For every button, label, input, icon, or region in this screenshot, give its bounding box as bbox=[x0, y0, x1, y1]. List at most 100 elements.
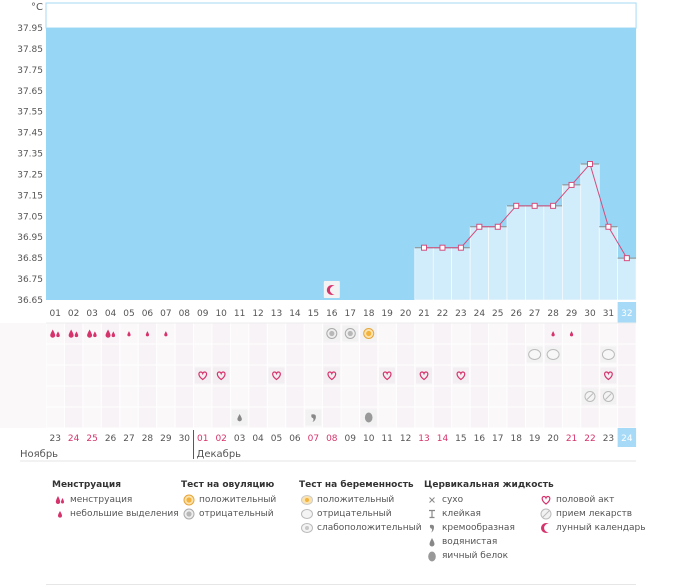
grid-cell bbox=[562, 365, 581, 386]
grid-cell bbox=[64, 365, 83, 386]
grid-cell bbox=[46, 344, 64, 365]
grid-cell bbox=[378, 344, 396, 365]
intercourse-cell bbox=[452, 367, 469, 384]
temperature-point bbox=[421, 244, 428, 251]
legend-item-medication: прием лекарств bbox=[538, 507, 646, 521]
grid-cell bbox=[83, 407, 101, 428]
y-axis-unit: °C bbox=[31, 2, 43, 13]
heart-icon bbox=[198, 371, 208, 381]
cycle-day-label: 22 bbox=[437, 309, 448, 319]
grid-cell bbox=[489, 407, 507, 428]
legend-menstruation: Менструация менструация небольшие выделе… bbox=[52, 478, 179, 521]
temperature-bar bbox=[488, 226, 508, 301]
grid-cell bbox=[323, 386, 341, 407]
legend-item-egg-white: яичный белок bbox=[424, 549, 554, 563]
grid-cell bbox=[46, 365, 64, 386]
pregnancy-negative-icon bbox=[528, 349, 542, 360]
menstruation-icon bbox=[74, 331, 79, 338]
grid-cell bbox=[101, 344, 120, 365]
y-tick-label: 36.85 bbox=[17, 254, 43, 264]
temperature-line bbox=[424, 162, 628, 259]
temperature-point bbox=[550, 202, 557, 209]
grid-cell bbox=[120, 344, 138, 365]
calendar-date-label: 08 bbox=[326, 434, 338, 444]
intercourse-cell bbox=[268, 367, 285, 384]
grid-cell bbox=[489, 386, 507, 407]
grid-cell bbox=[544, 407, 562, 428]
cycle-day-label: 17 bbox=[345, 309, 356, 319]
legend-item-preg-positive: положительный bbox=[299, 493, 422, 507]
divider bbox=[46, 584, 636, 585]
cycle-day-label: 32 bbox=[621, 309, 632, 319]
grid-cell bbox=[323, 344, 341, 365]
temperature-bar bbox=[543, 205, 563, 301]
grid-cell bbox=[525, 407, 544, 428]
cycle-day-label: 24 bbox=[474, 309, 486, 319]
watery-icon bbox=[237, 413, 242, 422]
grid-cell bbox=[618, 365, 636, 386]
grid-cell bbox=[194, 344, 212, 365]
calendar-date-label: 09 bbox=[345, 434, 357, 444]
grid-cell bbox=[64, 344, 83, 365]
grid-cell bbox=[415, 386, 433, 407]
grid-cell bbox=[83, 386, 101, 407]
menstruation-icon bbox=[93, 331, 97, 338]
grid-cell bbox=[581, 365, 599, 386]
grid-cell bbox=[618, 386, 636, 407]
grid-cell bbox=[618, 344, 636, 365]
heart-icon bbox=[272, 371, 281, 381]
temperature-bar bbox=[469, 226, 489, 301]
pregnancy-positive-icon bbox=[301, 493, 313, 507]
heart-icon bbox=[604, 371, 613, 381]
grid-cell bbox=[230, 323, 249, 344]
legend-label: яичный белок bbox=[442, 551, 509, 561]
calendar-date-label: 11 bbox=[381, 434, 392, 444]
cycle-day-label: 07 bbox=[160, 309, 171, 319]
grid-cell bbox=[378, 386, 396, 407]
grid-cell bbox=[323, 407, 341, 428]
legend-title: Тест на овуляцию bbox=[181, 480, 275, 490]
y-tick-label: 37.95 bbox=[17, 24, 43, 34]
y-tick-label: 36.95 bbox=[17, 233, 43, 243]
heart-icon bbox=[382, 371, 392, 381]
month-label: Ноябрь bbox=[20, 449, 58, 460]
plot-header bbox=[45, 2, 637, 29]
legend-label: клейкая bbox=[442, 509, 481, 519]
cycle-day-label: 26 bbox=[510, 309, 522, 319]
moon-icon bbox=[540, 521, 553, 535]
cycle-day-label: 31 bbox=[603, 309, 614, 319]
calendar-date-label: 16 bbox=[474, 434, 486, 444]
grid-cell bbox=[562, 386, 581, 407]
grid-cell bbox=[83, 344, 101, 365]
grid-cell bbox=[267, 323, 286, 344]
calendar-date-label: 01 bbox=[197, 434, 208, 444]
legend-label: водянистая bbox=[442, 537, 498, 547]
watery-icon bbox=[426, 535, 438, 549]
test-center bbox=[347, 330, 353, 337]
grid-cell bbox=[304, 386, 323, 407]
heart-icon bbox=[419, 371, 429, 381]
egg-white-icon bbox=[426, 549, 438, 563]
grid-cell bbox=[415, 344, 433, 365]
cycle-day-label: 21 bbox=[418, 309, 429, 319]
legend-label: кремообразная bbox=[442, 523, 515, 533]
grid-cell bbox=[470, 365, 489, 386]
y-tick-label: 37.25 bbox=[17, 170, 43, 180]
legend-label: слабоположительный bbox=[317, 523, 422, 533]
grid-cell bbox=[507, 386, 525, 407]
calendar-date-label: 07 bbox=[308, 434, 319, 444]
calendar-date-label: 23 bbox=[603, 434, 614, 444]
temperature-point bbox=[605, 223, 612, 230]
grid-cell bbox=[267, 407, 286, 428]
y-tick-label: 37.45 bbox=[17, 129, 43, 139]
grid-cell bbox=[341, 407, 359, 428]
temperature-point bbox=[513, 202, 520, 209]
grid-cell bbox=[562, 344, 581, 365]
grid-cell bbox=[101, 365, 120, 386]
grid-cell bbox=[341, 344, 359, 365]
grid-cell bbox=[525, 365, 544, 386]
grid-cell bbox=[175, 344, 194, 365]
grid-cell bbox=[101, 407, 120, 428]
grid-cell bbox=[138, 407, 157, 428]
spotting-icon bbox=[551, 331, 555, 337]
